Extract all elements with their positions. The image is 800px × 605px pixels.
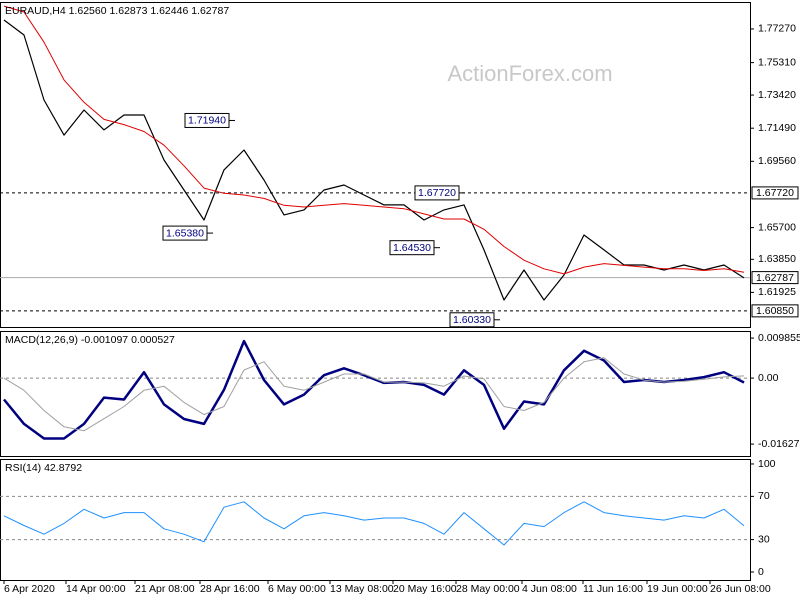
x-tick-label: 19 Jun 00:00 <box>647 583 708 595</box>
annotation-box <box>449 312 495 328</box>
price-level-box <box>751 304 799 318</box>
y-tick-label: 100 <box>758 458 776 470</box>
y-tick-label: 0.00 <box>758 372 779 384</box>
price-level-label: 1.62787 <box>756 272 794 284</box>
y-tick-label: 30 <box>758 533 770 545</box>
annotation-label: 1.71940 <box>188 115 226 127</box>
y-tick-label: 1.63850 <box>758 253 796 265</box>
annotation-label: 1.64530 <box>393 242 431 254</box>
annotation-label: 1.65380 <box>166 227 204 239</box>
y-tick-label: -0.01627 <box>758 438 800 450</box>
x-tick-label: 4 Jun 08:00 <box>522 583 577 595</box>
x-tick-label: 13 May 08:00 <box>330 583 394 595</box>
price-level-label: 1.60850 <box>756 305 794 317</box>
annotation-label: 1.67720 <box>418 187 456 199</box>
panel-title: RSI(14) 42.8792 <box>5 462 82 474</box>
annotation-box <box>414 185 460 201</box>
watermark: ActionForex.com <box>447 61 612 86</box>
series-line <box>3 5 745 275</box>
y-tick-label: 1.73420 <box>758 89 796 101</box>
series-line <box>3 19 745 301</box>
x-tick-label: 6 May 00:00 <box>268 583 326 595</box>
y-tick-label: 1.71490 <box>758 122 796 134</box>
panel-title: MACD(12,26,9) -0.001097 0.000527 <box>5 334 175 346</box>
x-tick-label: 6 Apr 2020 <box>4 583 55 595</box>
price-level-box <box>751 271 799 285</box>
annotation-box <box>389 240 435 256</box>
panel-title: EURAUD,H4 1.62560 1.62873 1.62446 1.6278… <box>5 5 229 17</box>
x-tick-label: 14 Apr 00:00 <box>66 583 126 595</box>
panel-frame <box>0 459 751 581</box>
series-line <box>3 357 745 432</box>
y-tick-label: 1.75310 <box>758 56 796 68</box>
y-tick-label: 1.77270 <box>758 23 796 35</box>
x-tick-label: 11 Jun 16:00 <box>583 583 643 595</box>
series-line <box>3 339 745 440</box>
series-line <box>3 501 745 546</box>
annotation-box <box>184 112 230 128</box>
y-tick-label: 1.61925 <box>758 286 796 298</box>
annotation-label: 1.60330 <box>453 314 491 326</box>
x-tick-label: 21 Apr 08:00 <box>135 583 195 595</box>
price-level-box <box>751 186 799 200</box>
x-tick-label: 28 Apr 16:00 <box>200 583 260 595</box>
y-tick-label: 70 <box>758 490 770 502</box>
price-level-label: 1.67720 <box>756 187 794 199</box>
x-tick-label: 28 May 00:00 <box>456 583 520 595</box>
panel-frame <box>0 2 751 328</box>
annotation-box <box>162 225 208 241</box>
y-tick-label: 1.69560 <box>758 155 796 167</box>
y-tick-label: 1.65700 <box>758 221 796 233</box>
x-tick-label: 26 Jun 08:00 <box>710 583 771 595</box>
x-tick-label: 20 May 16:00 <box>393 583 457 595</box>
y-tick-label: 0 <box>758 566 764 578</box>
y-tick-label: 0.009855 <box>758 332 800 344</box>
panel-frame <box>0 331 751 457</box>
